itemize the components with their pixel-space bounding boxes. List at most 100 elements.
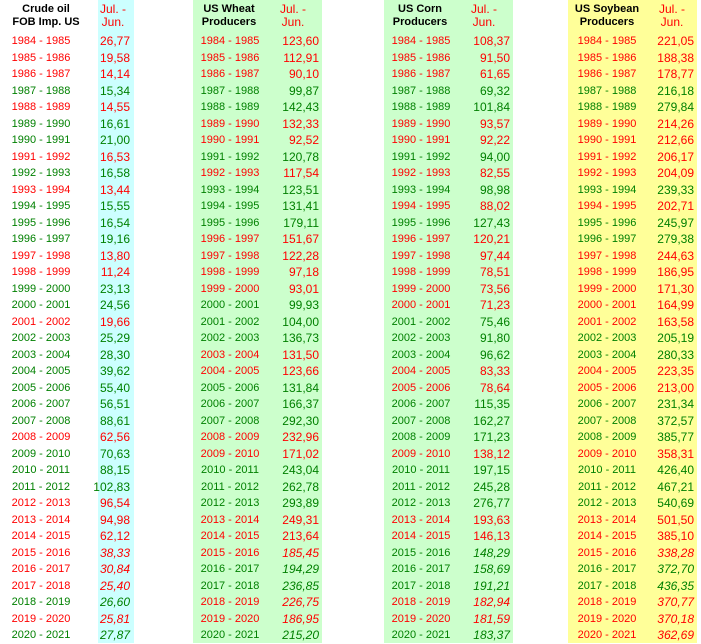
us-soybean-value: 221,05 bbox=[657, 34, 694, 48]
season-label: 2016 - 2017 bbox=[577, 563, 637, 575]
season-label: 1989 - 1990 bbox=[391, 117, 451, 130]
us-corn-value: 148,29 bbox=[473, 545, 510, 560]
us-soybean-value: 501,50 bbox=[657, 512, 694, 527]
table-row: 1992 - 1993 16,58 bbox=[0, 165, 134, 182]
crude-oil-title: Crude oil FOB Imp. US bbox=[12, 3, 80, 28]
table-row: 2008 - 2009 385,77 bbox=[568, 429, 697, 446]
table-row: 2017 - 2018 436,35 bbox=[568, 578, 697, 595]
us-corn-value: 197,15 bbox=[473, 463, 510, 477]
season-label: 1996 - 1997 bbox=[391, 233, 451, 245]
us-wheat-value: 123,60 bbox=[282, 34, 319, 48]
us-soybean-value: 540,69 bbox=[657, 496, 694, 510]
table-row: 2002 - 2003 91,80 bbox=[384, 330, 513, 347]
season-label: 1987 - 1988 bbox=[391, 84, 451, 97]
table-row: 1986 - 1987 14,14 bbox=[0, 66, 134, 83]
us-wheat-value: 122,28 bbox=[282, 248, 319, 263]
season-label: 2006 - 2007 bbox=[391, 398, 451, 410]
us-soybean-value: 280,33 bbox=[657, 347, 694, 362]
table-row: 2016 - 2017 194,29 bbox=[193, 561, 322, 578]
table-row: 2002 - 2003 136,73 bbox=[193, 330, 322, 347]
table-row: 2014 - 2015 146,13 bbox=[384, 528, 513, 545]
us-wheat-value: 93,01 bbox=[288, 281, 319, 296]
season-label: 1984 - 1985 bbox=[577, 35, 637, 47]
table-row: 2011 - 2012 245,28 bbox=[384, 479, 513, 496]
table-row: 1995 - 1996 127,43 bbox=[384, 215, 513, 232]
table-row: 1992 - 1993 117,54 bbox=[193, 165, 322, 182]
crude-oil-value: 16,54 bbox=[99, 215, 130, 230]
table-row: 2015 - 2016 148,29 bbox=[384, 545, 513, 562]
season-label: 1991 - 1992 bbox=[200, 150, 260, 163]
us-corn-value: 78,64 bbox=[479, 380, 510, 395]
season-label: 1986 - 1987 bbox=[577, 68, 637, 80]
crude-oil-value: 26,60 bbox=[99, 595, 130, 609]
table-row: 2009 - 2010 358,31 bbox=[568, 446, 697, 463]
season-label: 1990 - 1991 bbox=[11, 134, 71, 146]
season-label: 1995 - 1996 bbox=[577, 216, 637, 229]
table-row: 1993 - 1994 123,51 bbox=[193, 182, 322, 199]
us-corn-value: 108,37 bbox=[473, 34, 510, 48]
crude-oil-rows: 1984 - 1985 26,77 1985 - 1986 19,58 1986 - 1… bbox=[0, 33, 134, 644]
season-label: 2016 - 2017 bbox=[200, 563, 260, 575]
table-row: 2017 - 2018 191,21 bbox=[384, 578, 513, 595]
us-corn-value: 82,55 bbox=[479, 166, 510, 180]
table-row: 2001 - 2002 19,66 bbox=[0, 314, 134, 331]
table-row: 2014 - 2015 62,12 bbox=[0, 528, 134, 545]
season-label: 1996 - 1997 bbox=[577, 233, 637, 245]
season-label: 2015 - 2016 bbox=[200, 546, 260, 559]
table-row: 1990 - 1991 212,66 bbox=[568, 132, 697, 149]
season-label: 1984 - 1985 bbox=[11, 35, 71, 47]
table-row: 2006 - 2007 56,51 bbox=[0, 396, 134, 413]
us-corn-value: 71,23 bbox=[479, 298, 510, 312]
us-corn-value: 88,02 bbox=[479, 199, 510, 213]
us-corn-value: 120,21 bbox=[473, 232, 510, 246]
table-row: 2012 - 2013 293,89 bbox=[193, 495, 322, 512]
table-row: 1994 - 1995 131,41 bbox=[193, 198, 322, 215]
table-row: 2016 - 2017 372,70 bbox=[568, 561, 697, 578]
season-label: 2008 - 2009 bbox=[577, 431, 637, 443]
season-label: 1991 - 1992 bbox=[11, 150, 71, 163]
season-label: 2016 - 2017 bbox=[391, 563, 451, 575]
table-row: 2020 - 2021 183,37 bbox=[384, 627, 513, 644]
table-row: 1999 - 2000 23,13 bbox=[0, 281, 134, 298]
us-corn-value: 146,13 bbox=[473, 529, 510, 543]
season-label: 2018 - 2019 bbox=[391, 596, 451, 608]
crude-oil-value: 15,34 bbox=[99, 83, 130, 98]
crude-oil-value: 13,80 bbox=[99, 248, 130, 263]
season-label: 2020 - 2021 bbox=[391, 629, 451, 641]
us-soybean-value: 202,71 bbox=[657, 199, 694, 213]
us-corn-value: 73,56 bbox=[479, 281, 510, 296]
table-row: 2003 - 2004 280,33 bbox=[568, 347, 697, 364]
season-label: 2007 - 2008 bbox=[200, 414, 260, 427]
table-row: 1987 - 1988 15,34 bbox=[0, 83, 134, 100]
us-soybean-value: 467,21 bbox=[657, 479, 694, 494]
table-row: 1999 - 2000 171,30 bbox=[568, 281, 697, 298]
table-row: 2001 - 2002 75,46 bbox=[384, 314, 513, 331]
season-label: 2020 - 2021 bbox=[11, 629, 71, 641]
table-row: 2002 - 2003 25,29 bbox=[0, 330, 134, 347]
crude-oil-value: 62,56 bbox=[99, 430, 130, 444]
season-label: 2006 - 2007 bbox=[11, 398, 71, 410]
table-row: 2018 - 2019 226,75 bbox=[193, 594, 322, 611]
table-row: 1992 - 1993 82,55 bbox=[384, 165, 513, 182]
us-soybean-value: 279,38 bbox=[657, 232, 694, 246]
table-row: 2007 - 2008 372,57 bbox=[568, 413, 697, 430]
season-label: 2017 - 2018 bbox=[391, 579, 451, 592]
crude-oil-value: 38,33 bbox=[99, 545, 130, 560]
table-row: 2020 - 2021 215,20 bbox=[193, 627, 322, 644]
table-row: 2006 - 2007 115,35 bbox=[384, 396, 513, 413]
table-row: 1985 - 1986 19,58 bbox=[0, 50, 134, 67]
season-label: 2004 - 2005 bbox=[200, 365, 260, 377]
us-corn-value: 96,62 bbox=[479, 347, 510, 362]
season-label: 1988 - 1989 bbox=[391, 101, 451, 113]
season-label: 2003 - 2004 bbox=[11, 348, 71, 361]
table-row: 2019 - 2020 25,81 bbox=[0, 611, 134, 628]
us-wheat-value: 232,96 bbox=[282, 430, 319, 444]
us-wheat-value: 142,43 bbox=[282, 100, 319, 114]
table-row: 2017 - 2018 25,40 bbox=[0, 578, 134, 595]
season-label: 1989 - 1990 bbox=[577, 117, 637, 130]
table-row: 1991 - 1992 94,00 bbox=[384, 149, 513, 166]
us-corn-period: Jul. - Jun. bbox=[470, 2, 497, 29]
table-row: 2012 - 2013 276,77 bbox=[384, 495, 513, 512]
table-row: 2020 - 2021 362,69 bbox=[568, 627, 697, 644]
season-label: 2008 - 2009 bbox=[391, 431, 451, 443]
